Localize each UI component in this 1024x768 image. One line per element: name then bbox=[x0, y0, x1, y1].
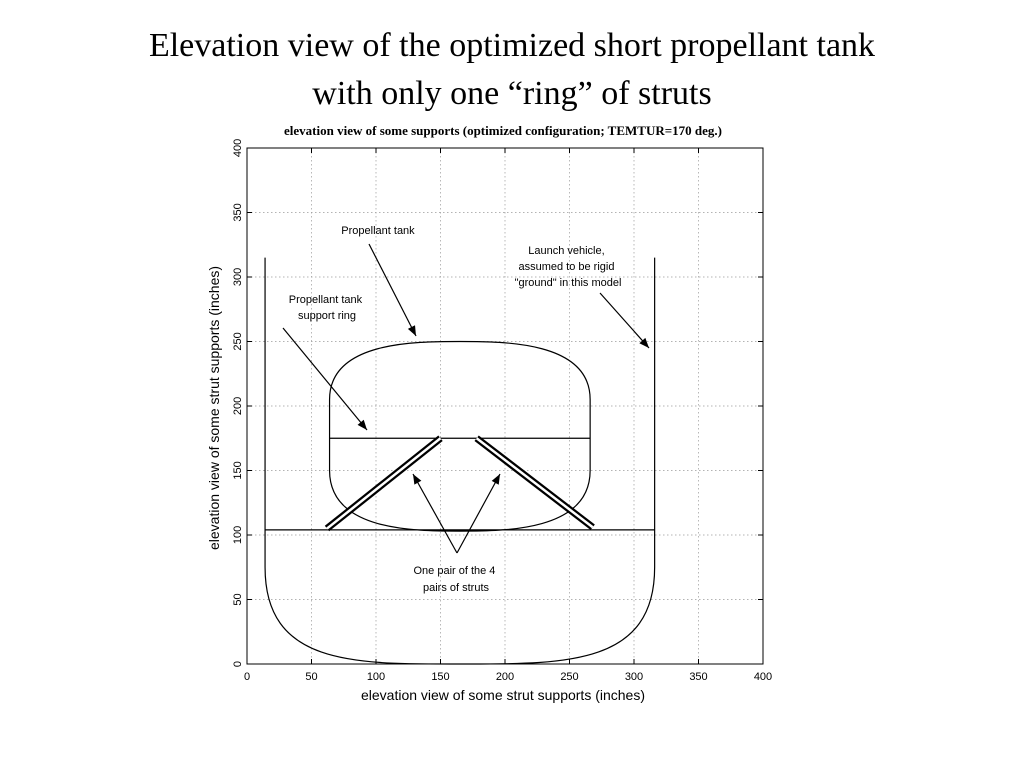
x-tick-label: 100 bbox=[367, 671, 385, 683]
y-tick-label: 200 bbox=[232, 397, 244, 415]
arrow-support-ring-head bbox=[357, 419, 367, 430]
x-axis-label: elevation view of some strut supports (i… bbox=[361, 687, 645, 703]
ticks bbox=[246, 147, 764, 665]
diagram-shapes bbox=[264, 243, 656, 665]
annotation-propellant-tank: Propellant tank bbox=[341, 225, 415, 237]
annotations: Propellant tank Propellant tank support … bbox=[289, 225, 622, 594]
grid bbox=[246, 147, 764, 665]
plot-title: elevation view of some supports (optimiz… bbox=[284, 123, 722, 138]
arrow-struts-left-head bbox=[413, 474, 422, 485]
x-tick-labels: 0 50 100 150 200 250 300 350 400 bbox=[244, 671, 772, 683]
x-tick-label: 300 bbox=[625, 671, 643, 683]
slide-title-line2: with only one “ring” of struts bbox=[312, 75, 712, 112]
y-tick-labels: 0 50 100 150 200 250 300 350 400 bbox=[232, 139, 244, 667]
y-tick-label: 350 bbox=[232, 203, 244, 221]
arrow-propellant-tank bbox=[368, 243, 417, 337]
y-tick-label: 150 bbox=[232, 461, 244, 479]
arrow-launch-vehicle bbox=[599, 292, 650, 349]
arrow-struts-right-head bbox=[491, 474, 500, 485]
y-tick-label: 400 bbox=[232, 139, 244, 157]
y-tick-label: 50 bbox=[232, 593, 244, 605]
y-axis-label: elevation view of some strut supports (i… bbox=[206, 266, 222, 550]
y-tick-label: 0 bbox=[232, 661, 244, 667]
strut-core-2 bbox=[475, 437, 594, 529]
annotation-launch-vehicle: Launch vehicle, assumed to be rigid "gro… bbox=[515, 245, 622, 289]
arrow-struts-right bbox=[456, 473, 501, 554]
slide-title: Elevation view of the optimized short pr… bbox=[0, 22, 1024, 118]
y-tick-label: 250 bbox=[232, 332, 244, 350]
x-tick-label: 0 bbox=[244, 671, 250, 683]
y-tick-label: 100 bbox=[232, 526, 244, 544]
annotation-support-ring: Propellant tank support ring bbox=[289, 294, 365, 322]
x-tick-label: 400 bbox=[754, 671, 772, 683]
strut-core-1 bbox=[326, 437, 442, 530]
slide-title-line1: Elevation view of the optimized short pr… bbox=[148, 27, 876, 64]
x-tick-label: 250 bbox=[560, 671, 578, 683]
arrow-propellant-tank-head bbox=[407, 325, 416, 336]
x-tick-label: 150 bbox=[431, 671, 449, 683]
arrow-launch-vehicle-head bbox=[639, 337, 649, 348]
arrow-struts-left bbox=[412, 473, 458, 554]
x-tick-label: 350 bbox=[689, 671, 707, 683]
arrow-support-ring bbox=[282, 327, 368, 431]
annotation-struts: One pair of the 4 pairs of struts bbox=[413, 565, 498, 594]
x-tick-label: 200 bbox=[496, 671, 514, 683]
propellant-tank-outline bbox=[328, 340, 591, 532]
y-tick-label: 300 bbox=[232, 268, 244, 286]
launch-vehicle-outline bbox=[264, 257, 656, 665]
x-tick-label: 50 bbox=[305, 671, 317, 683]
